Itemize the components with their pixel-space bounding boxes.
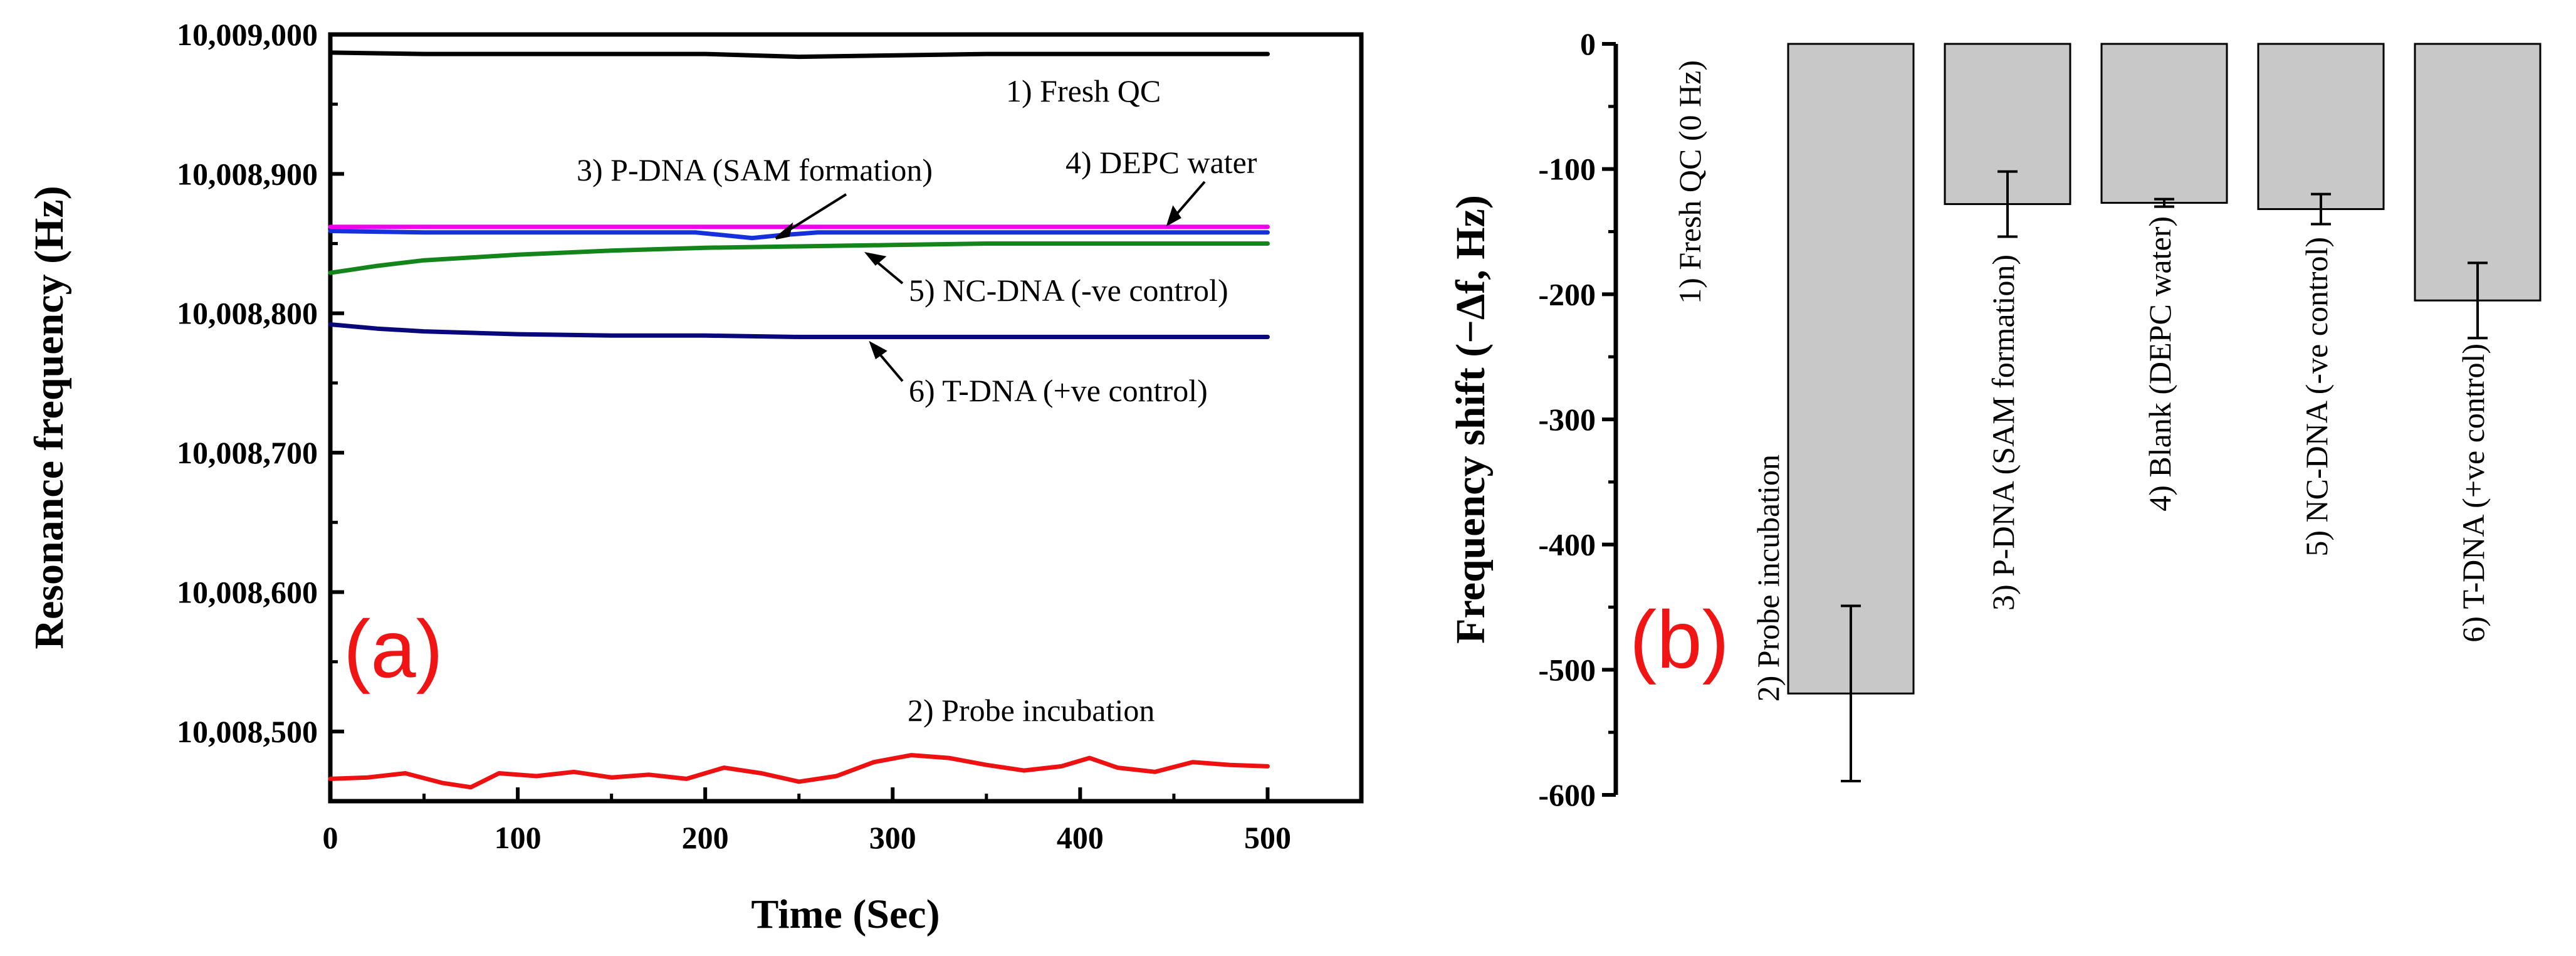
series-line-6-t-dna-ve-control (328, 322, 1270, 339)
bar-6-t-dna-ve-control (2414, 43, 2542, 302)
y-tick-label: -300 (1538, 402, 1596, 437)
y-tick-label: -500 (1538, 652, 1596, 687)
x-tick-label: 400 (1057, 820, 1104, 855)
x-tick-label: 500 (1244, 820, 1291, 855)
arrow-p-dna (780, 193, 847, 236)
y-tick-label: -600 (1538, 777, 1596, 812)
y-tick-label: -200 (1538, 276, 1596, 312)
panel-a-plot-frame (328, 32, 1364, 804)
annotation-p-dna: 3) P-DNA (SAM formation) (577, 152, 933, 187)
bar-label-blank-depc: 4) Blank (DEPC water) (2142, 216, 2177, 512)
panel-a-x-axis-title: Time (Sec) (751, 891, 940, 937)
bar-label-t-dna: 6) T-DNA (+ve control) (2456, 344, 2491, 643)
bar-2-probe-incubation (1787, 43, 1915, 695)
arrow-t-dna-head (869, 340, 887, 360)
x-tick-label: 100 (495, 820, 542, 855)
bar-4-blank-depc-water (2100, 43, 2228, 204)
y-tick-label: 10,008,600 (177, 574, 318, 609)
panel-a-y-axis-title: Resonance frequency (Hz) (26, 186, 72, 649)
annotation-fresh-qc: 1) Fresh QC (1006, 73, 1161, 108)
y-tick-label: 10,008,700 (177, 435, 318, 470)
annotation-t-dna: 6) T-DNA (+ve control) (909, 373, 1208, 408)
annotation-probe-incubation: 2) Probe incubation (908, 693, 1154, 728)
bar-label-p-dna: 3) P-DNA (SAM formation) (1986, 255, 2021, 611)
x-tick-label: 200 (682, 820, 729, 855)
panel-b-bar-chart: 0 -100 -200 -300 -400 -500 -600 Frequency shif… (1448, 26, 2542, 812)
y-tick-label: -400 (1538, 527, 1596, 562)
arrow-p-dna-head (775, 222, 793, 239)
series-line-3-p-dna-sam-formation (328, 229, 1270, 241)
bar-5-nc-dna-ve-control (2257, 43, 2385, 211)
annotation-nc-dna: 5) NC-DNA (-ve control) (909, 273, 1228, 308)
bar-label-nc-dna: 5) NC-DNA (-ve control) (2299, 237, 2334, 557)
arrow-nc-dna-head (864, 251, 887, 266)
panel-a-line-chart: 0 100 200 300 400 500 10,008,500 10,008,600 10,… (26, 17, 1364, 937)
y-tick-label: 10,008,500 (177, 714, 318, 749)
x-tick-label: 300 (869, 820, 916, 855)
y-tick-label: 10,008,800 (177, 296, 318, 331)
panel-a-label: (a) (343, 603, 443, 695)
x-tick-label: 0 (323, 820, 338, 855)
y-tick-label: -100 (1538, 152, 1596, 187)
bar-label-fresh-qc: 1) Fresh QC (0 Hz) (1672, 60, 1707, 304)
bar-label-probe-incubation: 2) Probe incubation (1751, 454, 1786, 701)
series-line-5-nc-dna-ve-control (328, 241, 1270, 275)
arrow-depc-water-head (1166, 205, 1181, 227)
y-tick-label: 10,008,900 (177, 156, 318, 191)
annotation-depc-water: 4) DEPC water (1065, 145, 1257, 180)
panel-b-y-axis-title: Frequency shift (−Δf, Hz) (1448, 195, 1494, 644)
y-tick-label: 0 (1580, 26, 1596, 61)
series-line-2-probe-incubation (328, 753, 1270, 790)
series-line-1-fresh-qc (328, 50, 1270, 60)
panel-b-label: (b) (1630, 594, 1729, 685)
y-tick-label: 10,009,000 (177, 17, 318, 52)
